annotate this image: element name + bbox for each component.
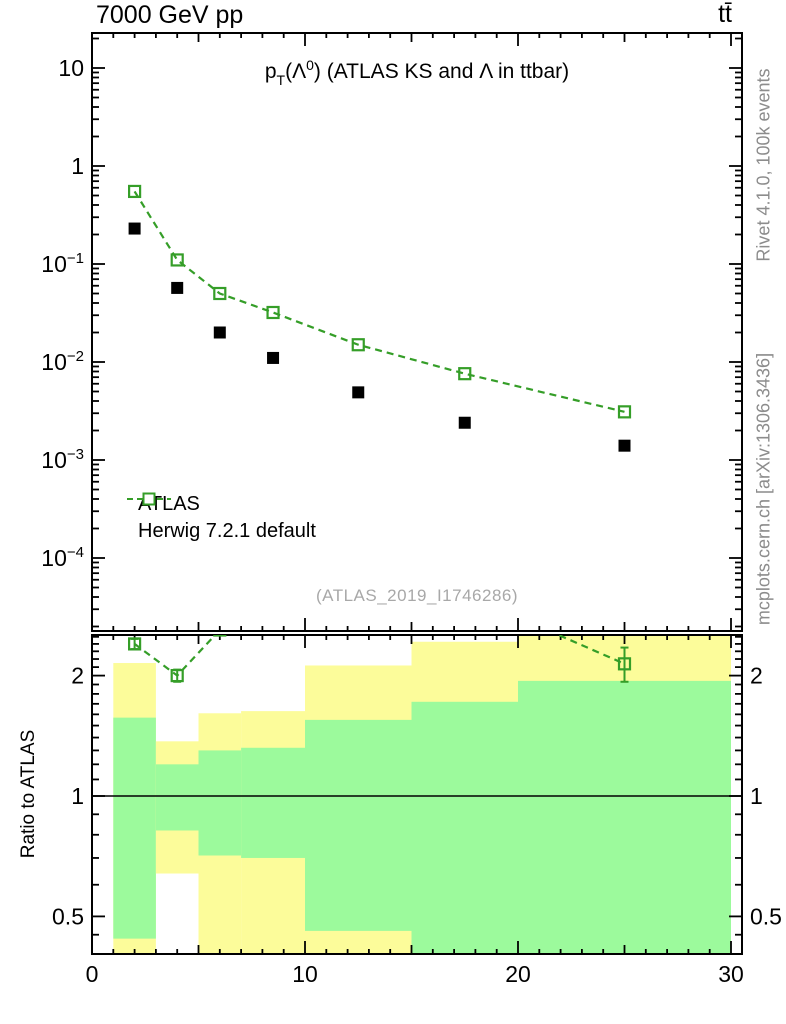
legend: ATLAS Herwig 7.2.1 default xyxy=(126,491,316,545)
svg-text:30: 30 xyxy=(718,961,744,987)
title-particle: Λ xyxy=(292,60,307,83)
analysis-id-watermark: (ATLAS_2019_I1746286) xyxy=(315,586,519,605)
svg-text:10: 10 xyxy=(58,55,84,81)
title-subscript: T xyxy=(276,72,286,88)
legend-item-herwig: Herwig 7.2.1 default xyxy=(126,492,316,545)
open-square-dashed-icon xyxy=(127,492,171,506)
beam-energy-label: 7000 GeV pp xyxy=(96,1,244,29)
process-label: tt̄ xyxy=(718,0,732,28)
svg-text:0.5: 0.5 xyxy=(52,903,84,929)
rivet-version-note: Rivet 4.1.0, 100k events xyxy=(753,68,774,262)
svg-text:10−2: 10−2 xyxy=(41,348,84,375)
svg-text:10−1: 10−1 xyxy=(41,250,84,277)
title-rest: ) (ATLAS KS and Λ in ttbar) xyxy=(313,60,570,83)
svg-text:10: 10 xyxy=(292,961,318,987)
svg-text:0.5: 0.5 xyxy=(750,903,782,929)
svg-text:1: 1 xyxy=(71,153,84,179)
svg-text:1: 1 xyxy=(750,783,763,809)
svg-text:20: 20 xyxy=(505,961,531,987)
svg-text:0: 0 xyxy=(86,961,99,987)
ratio-axis-label: Ratio to ATLAS xyxy=(18,729,39,859)
svg-text:1: 1 xyxy=(71,783,84,809)
title-open-paren: ( xyxy=(285,60,293,83)
title-observable: p xyxy=(264,60,277,83)
svg-text:2: 2 xyxy=(71,663,84,689)
plot-title: pT(Λ0) (ATLAS KS and Λ in ttbar) xyxy=(92,57,742,88)
svg-text:10−4: 10−4 xyxy=(41,544,84,571)
svg-text:2: 2 xyxy=(750,663,763,689)
svg-text:10−3: 10−3 xyxy=(41,446,84,473)
mcplots-arxiv-note: mcplots.cern.ch [arXiv:1306.3436] xyxy=(753,352,774,626)
title-superscript: 0 xyxy=(306,57,314,73)
legend-label-herwig: Herwig 7.2.1 default xyxy=(138,520,316,542)
